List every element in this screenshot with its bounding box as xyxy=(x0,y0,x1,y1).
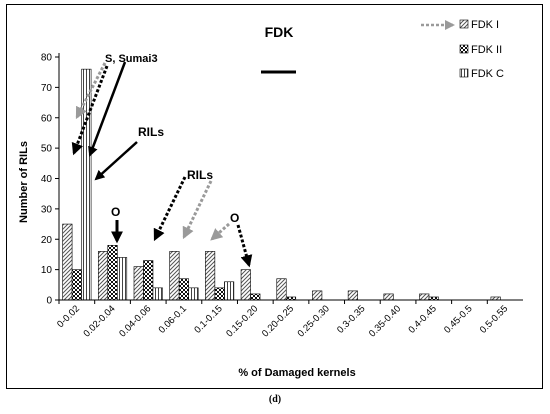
x-tick-label: 0.20-0.25 xyxy=(260,303,296,339)
bar-fdk-1 xyxy=(419,293,430,301)
x-tick-label: 0.02-0.04 xyxy=(81,303,117,339)
bar-fdk-2 xyxy=(178,278,189,301)
legend-label-fdk-1: FDK I xyxy=(471,19,499,31)
x-tick-label: 0.25-0.30 xyxy=(296,303,332,339)
y-tick-label: 0 xyxy=(46,296,52,307)
legend-label-fdk-2: FDK II xyxy=(471,44,502,56)
bar-fdk-1 xyxy=(240,269,251,301)
bar-fdk-2 xyxy=(71,269,82,301)
arrow-o-2-black xyxy=(236,224,253,268)
annotation-rils-2: RILs xyxy=(187,168,213,182)
y-tick-label: 50 xyxy=(41,144,53,155)
legend-swatch-fdk-2 xyxy=(459,44,469,54)
bar-fdk-1 xyxy=(205,251,216,301)
x-tick-label: 0.04-0.06 xyxy=(117,303,153,339)
arrow-o-2-gray xyxy=(210,222,230,241)
arrow-black-sumai-dotted xyxy=(71,65,109,156)
x-axis: 0-0.02 0.02-0.04 0.04-0.06 0.06-0.1 0.1-0.15… xyxy=(55,299,523,340)
legend: FDK I FDK II FDK C xyxy=(421,19,504,80)
y-tick-label: 80 xyxy=(41,53,53,64)
x-tick-label: 0.3-0.35 xyxy=(335,303,367,335)
y-tick-label: 30 xyxy=(41,204,53,215)
x-tick-label: 0-0.02 xyxy=(55,303,82,330)
x-tick-label: 0.4-0.45 xyxy=(406,303,438,335)
y-tick-label: 60 xyxy=(41,113,53,124)
y-tick-label: 40 xyxy=(41,174,53,185)
bar-fdk-2 xyxy=(214,287,225,301)
bar-fdk-c xyxy=(152,287,163,301)
x-tick-label: 0.45-0.5 xyxy=(442,303,474,335)
y-axis: 0 10 20 30 40 50 60 70 80 xyxy=(41,53,60,307)
bar-fdk-c xyxy=(116,257,128,301)
x-axis-label: % of Damaged kernels xyxy=(238,367,355,379)
bar-fdk-1 xyxy=(383,293,394,301)
bar-fdk-2 xyxy=(107,245,118,301)
y-tick-label: 20 xyxy=(41,235,53,246)
bar-fdk-1 xyxy=(169,251,180,301)
bar-fdk-1 xyxy=(347,290,358,301)
y-tick-label: 10 xyxy=(41,265,53,276)
figure-frame: FDK 0 10 20 30 40 50 60 70 80 0-0.02 0.02-0.04 0.0… xyxy=(6,4,543,389)
arrow-gray-sumai xyxy=(75,62,107,120)
arrow-rils-2-gray xyxy=(182,180,213,240)
annotation-o-2: O xyxy=(230,211,239,225)
x-tick-label: 0.5-0.55 xyxy=(478,303,510,335)
arrow-rils-1 xyxy=(94,141,138,181)
y-tick-label: 70 xyxy=(41,83,53,94)
legend-swatch-fdk-1 xyxy=(459,19,469,29)
annotation-s-sumai3: S, Sumai3 xyxy=(105,53,158,65)
bar-fdk-2 xyxy=(143,260,154,301)
bar-fdk-c xyxy=(188,287,199,301)
bars xyxy=(62,68,501,301)
figure-caption: (d) xyxy=(268,394,282,405)
arrow-black-sumai-solid xyxy=(88,61,127,157)
bar-fdk-1 xyxy=(312,290,323,301)
bar-fdk-2 xyxy=(250,293,261,301)
x-tick-label: 0.06-0.1 xyxy=(157,303,189,335)
annotation-o-1: O xyxy=(111,205,120,219)
legend-label-fdk-c: FDK C xyxy=(471,68,504,80)
x-tick-label: 0.1-0.15 xyxy=(192,303,224,335)
x-tick-label: 0.35-0.40 xyxy=(367,303,403,339)
chart-title: FDK xyxy=(265,24,294,40)
annotation-rils-1: RILs xyxy=(138,125,164,139)
bar-fdk-c xyxy=(224,281,235,301)
arrow-rils-2-black xyxy=(153,176,187,242)
y-axis-label: Number of RILs xyxy=(18,141,30,223)
bar-fdk-1 xyxy=(97,251,109,301)
bar-fdk-1 xyxy=(133,266,144,301)
legend-swatch-fdk-c xyxy=(459,68,469,78)
bar-fdk-1 xyxy=(276,278,287,301)
bar-fdk-1 xyxy=(62,223,73,301)
x-tick-label: 0.15-0.20 xyxy=(224,303,260,339)
